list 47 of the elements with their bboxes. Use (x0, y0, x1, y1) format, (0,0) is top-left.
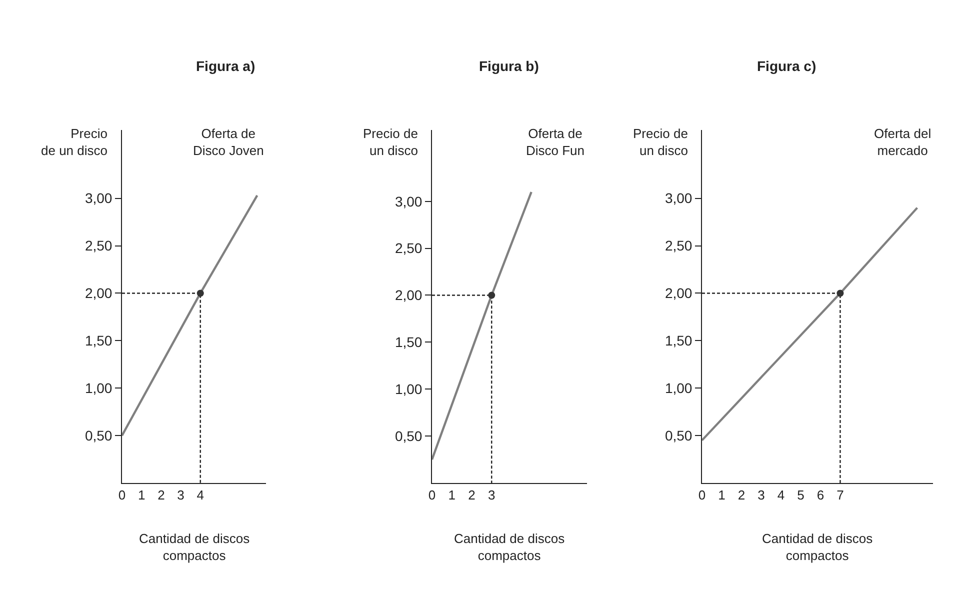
y-axis-title: Precio de un disco (363, 126, 418, 158)
x-tick-label: 3 (177, 488, 184, 503)
x-tick-label: 0 (118, 488, 126, 503)
text: Oferta de Disco Fun (526, 126, 585, 158)
y-tick-label: 2,50 (394, 240, 422, 256)
x-tick-label: 4 (196, 488, 204, 503)
y-tick-label: 3,00 (394, 193, 422, 210)
y-tick-label: 1,50 (394, 334, 422, 350)
x-tick-label: 2 (158, 488, 165, 503)
y-tick-label: 1,00 (84, 380, 112, 396)
x-tick-label: 0 (698, 488, 706, 503)
y-tick-label: 0,50 (394, 428, 422, 444)
x-tick-label: 1 (138, 488, 146, 503)
y-tick-label: 3,00 (664, 190, 692, 206)
x-tick-label: 6 (816, 488, 824, 503)
x-tick-label: 2 (468, 488, 476, 503)
y-tick-label: 1,00 (394, 381, 422, 398)
y-tick-label: 2,00 (84, 285, 112, 302)
x-tick-label: 2 (738, 488, 746, 503)
y-tick-label: 2,00 (394, 287, 422, 304)
x-axis-title: Cantidad de discos compactos (762, 531, 874, 563)
x-tick-label: 4 (777, 488, 785, 503)
y-tick-label: 2,50 (84, 238, 112, 254)
y-tick-label: 1,50 (664, 332, 692, 349)
x-tick-label: 7 (836, 488, 844, 503)
x-tick-label: 1 (448, 488, 456, 503)
text: Oferta del mercado (874, 126, 932, 158)
text: Oferta de Disco Joven (193, 126, 264, 158)
x-tick-label: 5 (797, 488, 804, 503)
y-tick-label: 0,50 (664, 427, 692, 444)
x-axis-title: Cantidad de discos compactos (454, 531, 566, 563)
x-tick-label: 1 (718, 488, 726, 503)
y-tick-label: 2,00 (664, 285, 692, 302)
x-tick-label: 3 (758, 488, 765, 503)
x-axis-title: Cantidad de discos compactos (139, 531, 250, 563)
y-tick-label: 1,50 (84, 332, 112, 349)
y-tick-label: 1,00 (664, 380, 692, 396)
y-axis-title: Precio de un disco (633, 126, 688, 158)
x-tick-label: 0 (428, 488, 436, 503)
x-tick-label: 3 (488, 488, 496, 503)
y-tick-label: 0,50 (84, 427, 112, 444)
y-axis-title: Precio de un disco (41, 126, 108, 158)
y-tick-label: 3,00 (84, 190, 112, 206)
chart-title: Figura c) (757, 58, 816, 74)
y-tick-label: 2,50 (664, 238, 692, 254)
chart-title: Figura b) (479, 58, 539, 74)
chart-title: Figura a) (196, 58, 256, 74)
